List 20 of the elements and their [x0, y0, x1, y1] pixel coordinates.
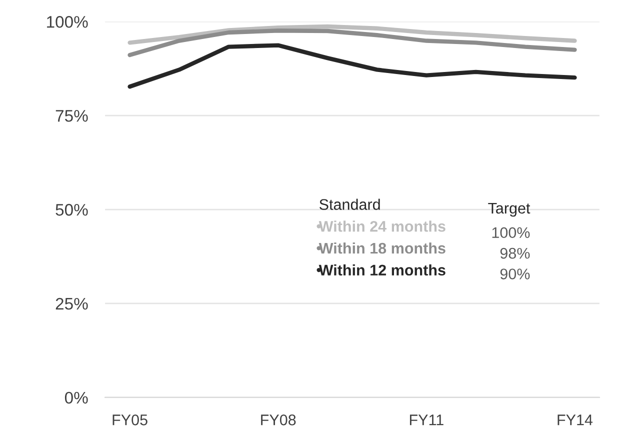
y-tick-label: 50%	[56, 204, 88, 216]
annotation: Target	[488, 202, 530, 217]
legend-title: Standard	[320, 198, 380, 210]
legend-label: Within 24 months	[318, 220, 446, 232]
annotation: 100%	[492, 227, 530, 238]
legend-label: Within 18 months	[318, 242, 446, 254]
x-tick-label: FY11	[410, 414, 444, 426]
x-tick-label: FY05	[112, 414, 148, 426]
y-tick-label: 25%	[56, 298, 88, 310]
line-series	[128, 43, 577, 89]
y-tick-label: 75%	[56, 110, 88, 122]
y-tick-label: 0%	[64, 392, 88, 404]
line-series	[128, 28, 577, 58]
x-tick-label: FY08	[261, 414, 296, 426]
annotation: 98%	[500, 248, 530, 259]
line-series	[128, 24, 577, 45]
x-tick-label: FY14	[558, 414, 593, 426]
y-tick-label: 100%	[47, 16, 88, 28]
annotation: 90%	[500, 268, 530, 280]
legend-label: Within 12 months	[318, 264, 446, 276]
